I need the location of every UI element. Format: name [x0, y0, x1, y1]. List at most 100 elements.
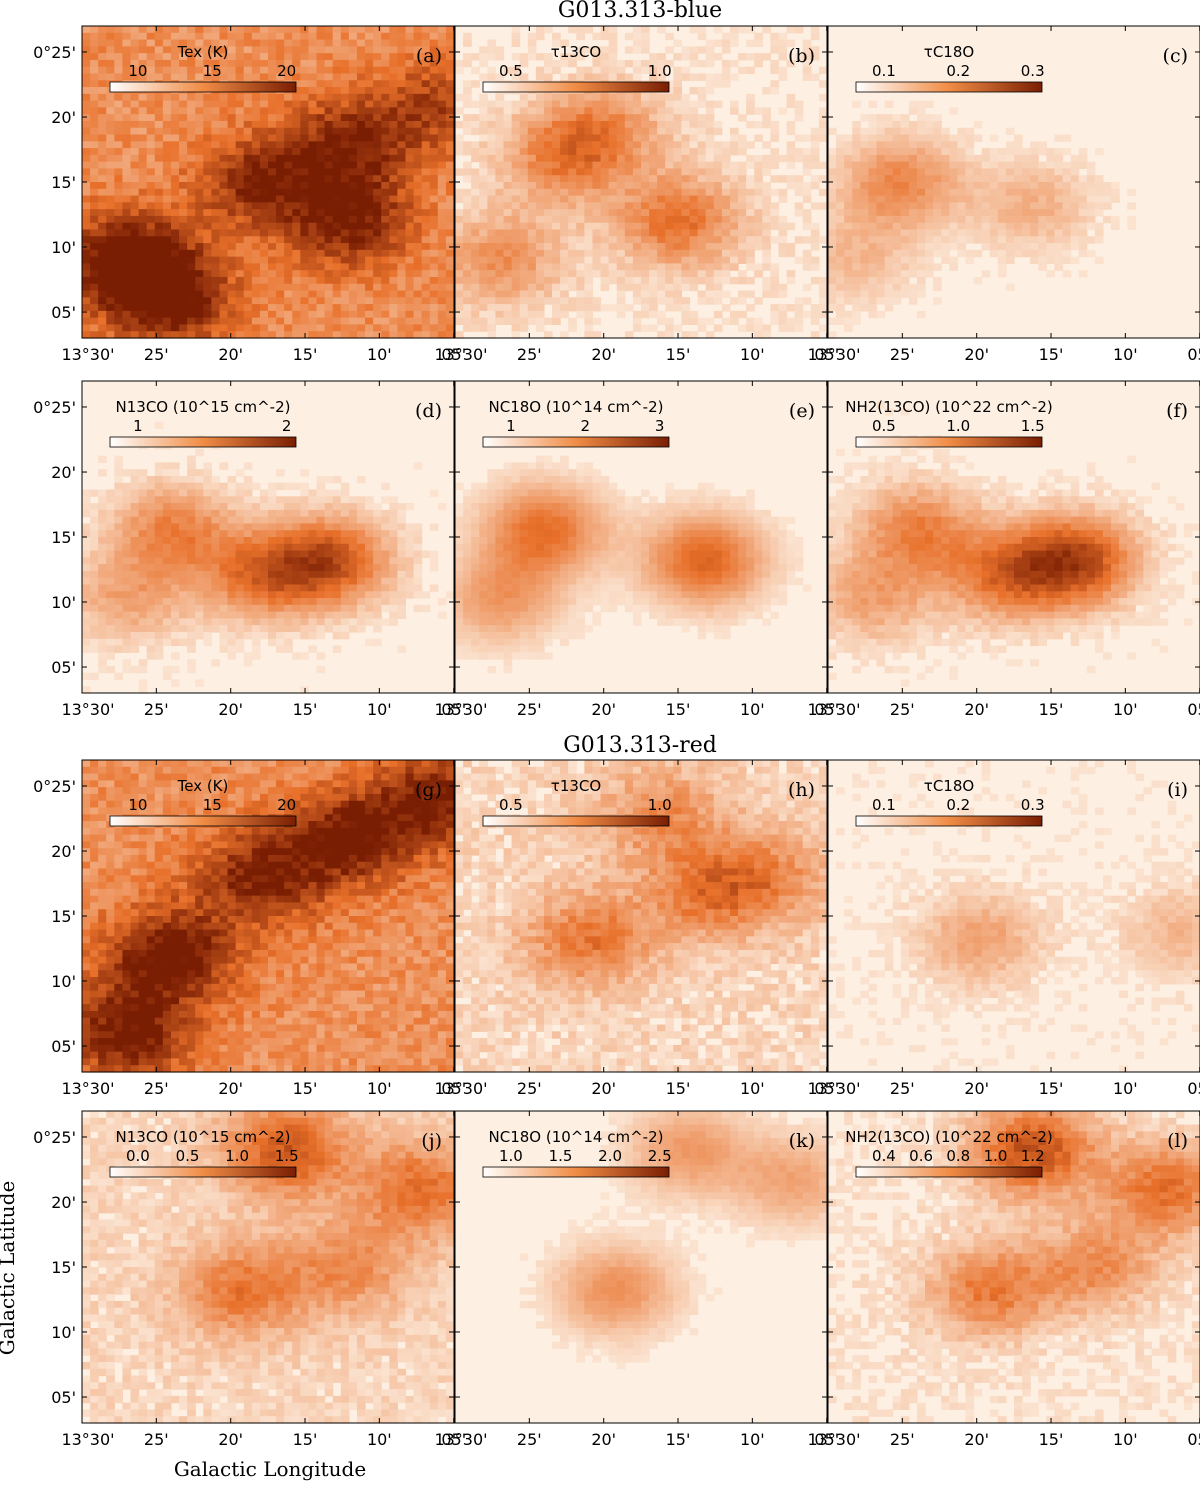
heatmap-cell [211, 243, 220, 250]
heatmap-cell [917, 263, 926, 270]
heatmap-cell [641, 263, 650, 270]
heatmap-cell [446, 107, 455, 114]
heatmap-cell [122, 270, 131, 277]
heatmap-cell [495, 291, 504, 298]
heatmap-cell [681, 107, 690, 114]
heatmap-cell [681, 182, 690, 189]
heatmap-cell [487, 189, 496, 196]
heatmap-cell [365, 311, 374, 318]
heatmap-cell [308, 33, 317, 40]
heatmap-cell [365, 223, 374, 230]
heatmap-cell [698, 128, 707, 135]
heatmap-cell [260, 243, 269, 250]
heatmap-cell [90, 591, 99, 598]
heatmap-cell [389, 324, 398, 331]
heatmap-cell [155, 324, 164, 331]
heatmap-cell [698, 87, 707, 94]
heatmap-cell [341, 250, 350, 257]
heatmap-cell [430, 229, 439, 236]
heatmap-cell [990, 216, 999, 223]
heatmap-cell [131, 324, 140, 331]
heatmap-cell [333, 148, 342, 155]
heatmap-cell [877, 297, 886, 304]
heatmap-cell [357, 284, 366, 291]
heatmap-cell [641, 94, 650, 101]
heatmap-cell [139, 189, 148, 196]
heatmap-cell [203, 26, 212, 33]
heatmap-cell [438, 263, 447, 270]
heatmap-cell [155, 618, 164, 625]
heatmap-cell [276, 101, 285, 108]
heatmap-cell [974, 189, 983, 196]
heatmap-cell [122, 324, 131, 331]
heatmap-cell [617, 223, 626, 230]
heatmap-cell [592, 73, 601, 80]
heatmap-cell [171, 476, 180, 483]
heatmap-cell [341, 304, 350, 311]
heatmap-cell [609, 121, 618, 128]
heatmap-cell [211, 311, 220, 318]
heatmap-cell [584, 155, 593, 162]
heatmap-cell [397, 168, 406, 175]
heatmap-cell [1054, 202, 1063, 209]
heatmap-cell [528, 291, 537, 298]
heatmap-cell [187, 304, 196, 311]
heatmap-cell [706, 223, 715, 230]
heatmap-cell [82, 270, 91, 277]
heatmap-cell [844, 162, 853, 169]
heatmap-cell [260, 107, 269, 114]
heatmap-cell [601, 135, 610, 142]
heatmap-cell [568, 175, 577, 182]
heatmap-cell [438, 141, 447, 148]
heatmap-cell [552, 311, 561, 318]
heatmap-cell [373, 87, 382, 94]
heatmap-cell [114, 40, 123, 47]
heatmap-cell [803, 216, 812, 223]
heatmap-cell [276, 331, 285, 338]
heatmap-cell [1022, 250, 1031, 257]
heatmap-cell [487, 318, 496, 325]
heatmap-cell [512, 196, 521, 203]
heatmap-cell [617, 229, 626, 236]
heatmap-cell [714, 243, 723, 250]
heatmap-cell [770, 33, 779, 40]
heatmap-cell [455, 168, 464, 175]
heatmap-cell [405, 168, 414, 175]
heatmap-cell [633, 229, 642, 236]
heatmap-cell [479, 53, 488, 60]
heatmap-cell [1038, 162, 1047, 169]
heatmap-cell [236, 250, 245, 257]
heatmap-cell [649, 236, 658, 243]
heatmap-cell [982, 223, 991, 230]
heatmap-cell [179, 189, 188, 196]
heatmap-cell [941, 223, 950, 230]
heatmap-cell [965, 182, 974, 189]
heatmap-cell [228, 53, 237, 60]
heatmap-cell [649, 162, 658, 169]
heatmap-cell [974, 209, 983, 216]
heatmap-cell [414, 324, 423, 331]
heatmap-cell [957, 128, 966, 135]
heatmap-cell [722, 40, 731, 47]
heatmap-cell [544, 284, 553, 291]
heatmap-cell [430, 202, 439, 209]
heatmap-cell [552, 318, 561, 325]
heatmap-cell [844, 263, 853, 270]
heatmap-cell [909, 141, 918, 148]
heatmap-cell [333, 26, 342, 33]
heatmap-cell [357, 189, 366, 196]
heatmap-cell [365, 121, 374, 128]
heatmap-cell [778, 40, 787, 47]
heatmap-cell [828, 189, 837, 196]
heatmap-cell [147, 551, 156, 558]
heatmap-cell [584, 324, 593, 331]
heatmap-cell [609, 196, 618, 203]
heatmap-cell [252, 94, 261, 101]
heatmap-cell [139, 537, 148, 544]
heatmap-cell [122, 517, 131, 524]
heatmap-cell [641, 141, 650, 148]
heatmap-cell [836, 141, 845, 148]
heatmap-cell [974, 155, 983, 162]
heatmap-cell [617, 270, 626, 277]
